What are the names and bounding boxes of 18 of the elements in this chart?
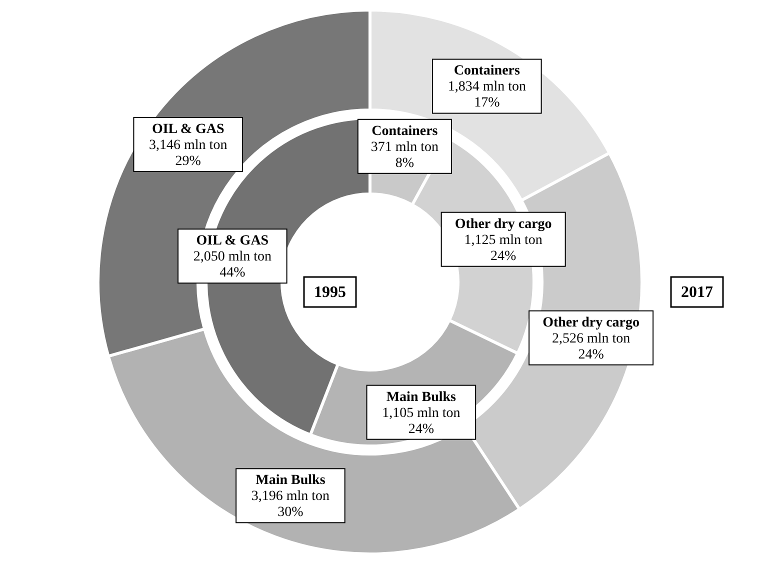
- slice-label: Other dry cargo: [542, 315, 640, 330]
- data-label: 3,146 mln ton 29%: [149, 138, 228, 169]
- slice-label: Other dry cargo: [454, 216, 552, 232]
- category-label: Containers: [454, 64, 520, 79]
- data-label: 2,526 mln ton 24%: [552, 331, 630, 362]
- slice-label: OIL & GAS: [152, 122, 225, 137]
- slice-label: OIL & GAS: [196, 234, 269, 249]
- data-label: 1,105 mln ton 24%: [382, 406, 460, 437]
- data-label: 1,125 mln ton 24%: [464, 232, 542, 264]
- data-label: 2,050 mln ton 44%: [193, 250, 272, 281]
- data-label: 371 mln ton 8%: [370, 140, 439, 171]
- data-label: 1,834 mln ton 17%: [448, 80, 526, 111]
- slice-label: Main Bulks: [256, 473, 326, 488]
- slice-label: Containers: [372, 124, 438, 139]
- slice-label: 1995: [314, 284, 346, 301]
- data-label: 3,196 mln ton 30%: [251, 489, 330, 520]
- slice-label: Main Bulks: [386, 390, 457, 405]
- slice-label: 2017: [681, 284, 713, 301]
